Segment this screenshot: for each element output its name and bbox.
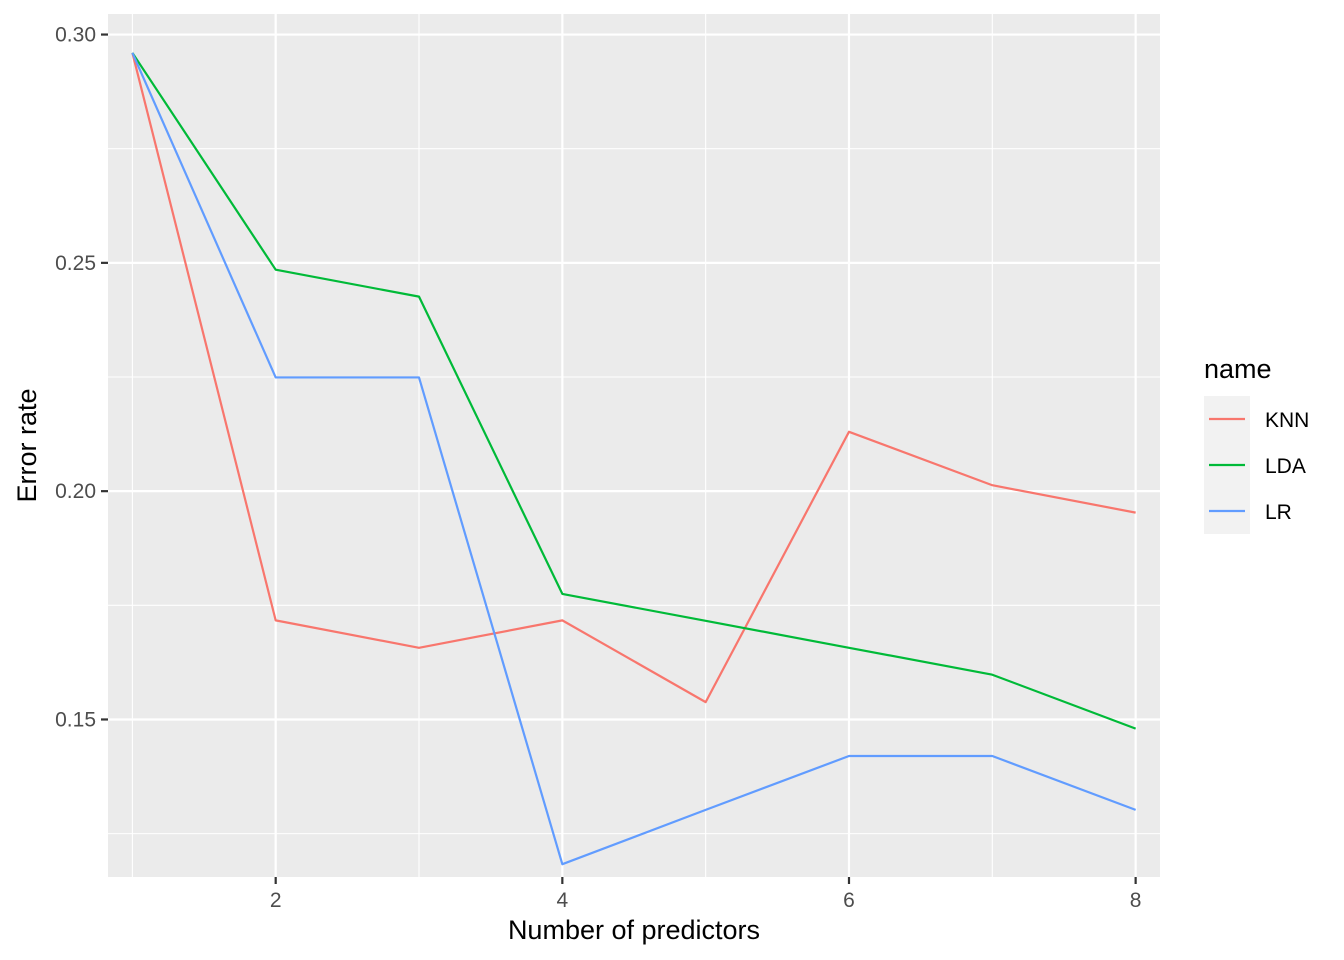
x-tick-label: 6	[843, 889, 855, 912]
legend-label-lr: LR	[1265, 501, 1292, 524]
legend-label-knn: KNN	[1265, 409, 1309, 432]
y-axis-label: Error rate	[12, 388, 42, 502]
x-axis: 2 4 6 8	[270, 877, 1142, 912]
y-axis: 0.15 0.20 0.25 0.30	[55, 24, 108, 731]
y-tick-label: 0.25	[55, 252, 96, 275]
legend: name KNN LDA LR	[1204, 354, 1309, 534]
plot-panel	[108, 14, 1160, 877]
series-lines	[131, 52, 1137, 866]
legend-title: name	[1204, 354, 1272, 384]
x-axis-label: Number of predictors	[508, 915, 760, 945]
x-tick-label: 2	[270, 889, 282, 912]
series-line-lda	[131, 52, 1137, 730]
y-tick-label: 0.30	[55, 24, 96, 47]
series-line-knn	[131, 52, 1136, 704]
y-tick-label: 0.15	[55, 708, 96, 731]
y-tick-label: 0.20	[55, 480, 96, 503]
x-tick-label: 4	[556, 889, 568, 912]
series-line-lr	[131, 52, 1137, 866]
major-gridlines	[108, 14, 1160, 877]
x-tick-label: 8	[1130, 889, 1142, 912]
legend-label-lda: LDA	[1265, 455, 1306, 478]
